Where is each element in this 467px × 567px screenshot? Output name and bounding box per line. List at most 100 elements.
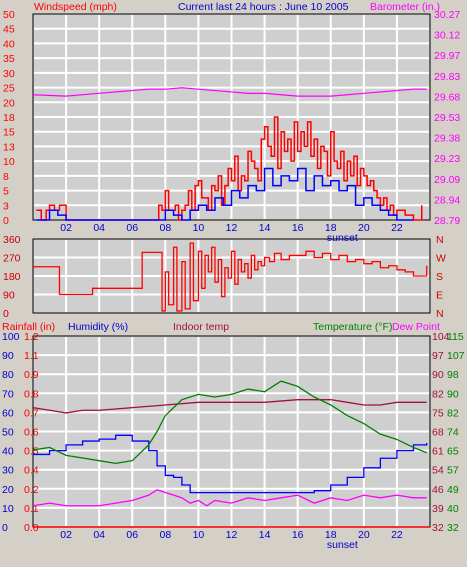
x-tick-label: 04 xyxy=(93,529,105,541)
humidity-tick-label: 40 xyxy=(2,446,14,458)
temp-tick-label: 68 xyxy=(432,427,444,439)
x-tick-label: 12 xyxy=(226,222,238,234)
y-tick-label: 270 xyxy=(3,253,21,265)
y-tick-label: 3 xyxy=(3,200,9,212)
direction-series xyxy=(33,242,428,312)
temp-tick-label: 104 xyxy=(432,331,450,343)
x-tick-label: 20 xyxy=(358,529,370,541)
rain-tick-label: 0.7 xyxy=(24,407,39,419)
humidity-series xyxy=(33,434,428,494)
y2-tick-label: 29.53 xyxy=(434,112,460,124)
temp-tick-label: 46 xyxy=(432,484,444,496)
temp2-tick-label: 40 xyxy=(447,503,459,515)
x-tick-label: 16 xyxy=(292,222,304,234)
y-tick-label: 90 xyxy=(3,290,15,302)
y-tick-label: 35 xyxy=(3,53,15,65)
humidity-tick-label: 60 xyxy=(2,407,14,419)
y2-tick-label: 29.09 xyxy=(434,174,460,186)
x-tick-label: 08 xyxy=(159,529,171,541)
x-tick-label: 06 xyxy=(126,529,138,541)
temp2-tick-label: 74 xyxy=(447,427,459,439)
x-tick-label: 12 xyxy=(226,529,238,541)
temperature-series xyxy=(32,380,427,464)
rain-tick-label: 0.0 xyxy=(24,522,39,534)
temp-tick-label: 39 xyxy=(432,503,444,515)
rain-tick-label: 0.4 xyxy=(24,465,39,477)
x-tick-label: 10 xyxy=(193,222,205,234)
windspeed-title: Windspeed (mph) xyxy=(34,1,117,13)
humidity-tick-label: 50 xyxy=(2,427,14,439)
temp-tick-label: 54 xyxy=(432,465,444,477)
rain-tick-label: 1.1 xyxy=(24,350,39,362)
x-tick-label: 20 xyxy=(358,222,370,234)
y-tick-label: 40 xyxy=(3,38,15,50)
y-tick-label: 360 xyxy=(3,234,21,246)
y2-tick-label: 29.38 xyxy=(434,133,460,145)
x-tick-label: 22 xyxy=(391,529,403,541)
y-tick-label: 50 xyxy=(3,9,15,21)
y2-tick-label: 29.97 xyxy=(434,50,460,62)
humidity-tick-label: 100 xyxy=(2,331,20,343)
temp-tick-label: 32 xyxy=(432,522,444,534)
barometer-series xyxy=(32,87,427,97)
temp-tick-label: 97 xyxy=(432,350,444,362)
y-tick-label: 45 xyxy=(3,24,15,36)
y-tick-label: 18 xyxy=(3,112,15,124)
temp-tick-label: 90 xyxy=(432,369,444,381)
y2-tick-label: 30.12 xyxy=(434,30,460,42)
sunset-label: sunset xyxy=(327,539,358,551)
x-tick-label: 14 xyxy=(259,222,271,234)
y-tick-label: 0 xyxy=(3,215,9,227)
y-tick-label: 5 xyxy=(3,186,9,198)
temp2-tick-label: 107 xyxy=(447,350,465,362)
humidity-tick-label: 80 xyxy=(2,369,14,381)
x-tick-label: 18 xyxy=(325,529,337,541)
humidity-tick-label: 70 xyxy=(2,388,14,400)
y2-tick-label: 30.27 xyxy=(434,9,460,21)
rain-tick-label: 0.9 xyxy=(24,369,39,381)
indoor-temp-title: Indoor temp xyxy=(173,321,229,333)
x-tick-label: 22 xyxy=(391,222,403,234)
y2-tick-label: 28.94 xyxy=(434,194,460,206)
y-tick-label: 20 xyxy=(3,97,15,109)
y-tick-label: 30 xyxy=(3,68,15,80)
chart-title: Current last 24 hours : June 10 2005 xyxy=(178,1,349,13)
x-tick-label: 02 xyxy=(60,529,72,541)
temperature-title: Temperature (°F) xyxy=(313,321,392,333)
y-tick-label: 13 xyxy=(3,141,15,153)
y-tick-label: 25 xyxy=(3,83,15,95)
humidity-title: Humidity (%) xyxy=(68,321,128,333)
y2-tick-label: 28.79 xyxy=(434,215,460,227)
humidity-tick-label: 10 xyxy=(2,503,14,515)
y2-tick-label: 29.68 xyxy=(434,91,460,103)
y-tick-label: 0 xyxy=(3,308,9,320)
rain-tick-label: 0.6 xyxy=(24,427,39,439)
compass-tick-label: S xyxy=(436,271,443,283)
temp2-tick-label: 90 xyxy=(447,388,459,400)
x-tick-label: 06 xyxy=(126,222,138,234)
compass-tick-label: N xyxy=(436,234,444,246)
temp2-tick-label: 65 xyxy=(447,446,459,458)
gust-series xyxy=(36,167,414,221)
x-tick-label: 10 xyxy=(193,529,205,541)
y-tick-label: 10 xyxy=(3,156,15,168)
x-tick-label: 14 xyxy=(259,529,271,541)
dewpoint-series xyxy=(32,489,427,507)
rain-tick-label: 0.2 xyxy=(24,484,39,496)
rainfall-title: Rainfall (in) xyxy=(2,321,55,333)
rain-tick-label: 1.2 xyxy=(24,331,39,343)
x-tick-label: 04 xyxy=(93,222,105,234)
y-tick-label: 15 xyxy=(3,127,15,139)
temp2-tick-label: 57 xyxy=(447,465,459,477)
compass-tick-label: E xyxy=(436,290,443,302)
temp2-tick-label: 82 xyxy=(447,407,459,419)
temp-tick-label: 75 xyxy=(432,407,444,419)
humidity-tick-label: 0 xyxy=(2,522,8,534)
compass-tick-label: W xyxy=(436,253,446,265)
x-tick-label: 08 xyxy=(159,222,171,234)
humidity-tick-label: 30 xyxy=(2,465,14,477)
indoor-temp-series xyxy=(32,399,427,414)
y2-tick-label: 29.83 xyxy=(434,71,460,83)
